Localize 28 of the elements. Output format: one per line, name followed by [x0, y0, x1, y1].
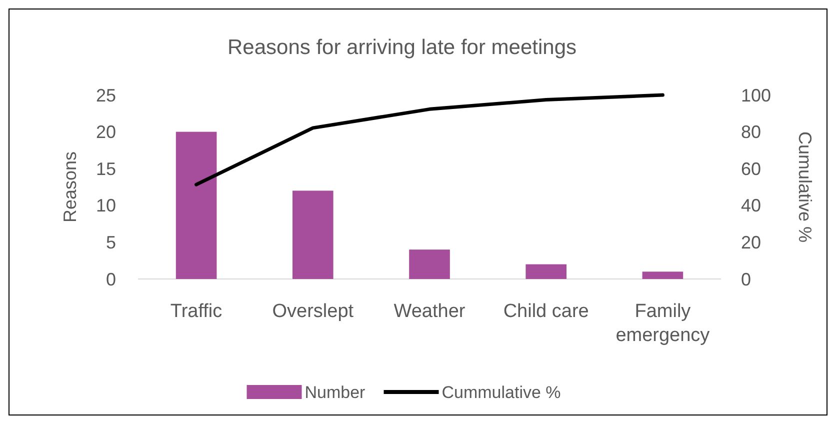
bar — [642, 272, 684, 279]
y-tick-label: 25 — [96, 85, 116, 106]
y-tick-label: 20 — [96, 122, 116, 142]
y-tick-label: 10 — [96, 196, 116, 216]
y2-tick-label: 40 — [741, 196, 762, 216]
y2-tick-label: 100 — [741, 85, 772, 106]
y-tick-label: 0 — [106, 269, 116, 290]
y-tick-label: 15 — [96, 158, 116, 179]
chart-title: Reasons for arriving late for meetings — [228, 36, 576, 59]
x-tick-label: Child care — [503, 301, 589, 322]
bar — [292, 190, 334, 279]
y2-tick-label: 0 — [741, 269, 752, 290]
bar — [176, 132, 217, 279]
y2-tick-label: 80 — [741, 122, 762, 142]
y-axis-title: Reasons — [60, 151, 80, 223]
x-tick-label: Traffic — [170, 301, 222, 322]
bar — [526, 264, 567, 279]
legend-label: Cummulative % — [442, 382, 561, 402]
y2-tick-label: 60 — [741, 158, 762, 179]
legend-label: Number — [304, 382, 366, 402]
x-tick-label: Family emergency — [616, 301, 710, 346]
y2-tick-label: 20 — [741, 232, 762, 252]
bar — [409, 250, 450, 279]
line-series — [194, 93, 664, 186]
x-tick-label: Overslept — [272, 301, 354, 322]
x-tick-label: Weather — [394, 301, 466, 322]
y-tick-label: 5 — [106, 232, 116, 252]
y2-axis-title: Cumulative % — [795, 131, 815, 243]
